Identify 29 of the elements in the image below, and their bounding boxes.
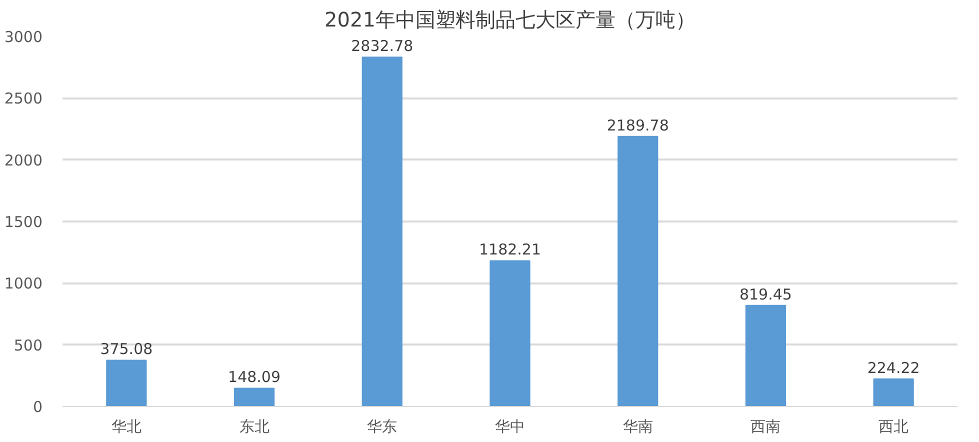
data-label: 2189.78: [606, 116, 669, 134]
x-tick-label: 西北: [878, 418, 909, 436]
bar: [490, 260, 530, 406]
x-tick-label: 华东: [367, 418, 398, 436]
bar: [234, 388, 275, 406]
data-label: 2832.78: [351, 37, 414, 56]
x-tick-label: 华北: [111, 418, 142, 436]
y-tick-label: 1000: [4, 274, 43, 293]
data-label: 375.08: [100, 340, 153, 358]
data-label: 148.09: [228, 368, 281, 386]
bar: [873, 378, 914, 406]
y-tick-label: 2500: [4, 90, 43, 108]
bar: [618, 136, 658, 406]
y-tick-label: 1500: [4, 213, 43, 231]
y-tick-label: 0: [32, 398, 43, 416]
bar: [106, 360, 147, 406]
bar: [745, 304, 786, 406]
data-label: 819.45: [739, 285, 792, 304]
y-tick-label: 3000: [4, 28, 43, 46]
x-tick-label: 华南: [622, 418, 653, 436]
x-tick-label: 东北: [239, 418, 270, 436]
data-label: 224.22: [867, 358, 920, 377]
y-tick-label: 2000: [4, 151, 43, 170]
chart-title: 2021年中国塑料制品七大区产量（万吨）: [324, 8, 696, 32]
data-label: 1182.21: [478, 240, 542, 259]
x-tick-label: 西南: [750, 418, 781, 436]
y-tick-label: 500: [14, 336, 43, 354]
x-tick-label: 华中: [495, 418, 525, 436]
bar: [362, 56, 402, 406]
